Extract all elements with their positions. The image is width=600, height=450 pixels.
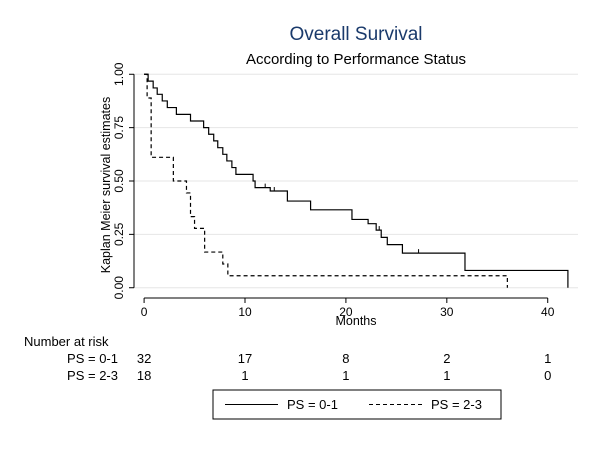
x-axis-label: Months — [336, 314, 377, 328]
x-tick-label-1: 10 — [238, 305, 252, 319]
risk-table: Number at risk PS = 0-1 PS = 2-3 32 17 8 2 1… — [24, 334, 551, 383]
risk-row-label-1: PS = 2-3 — [67, 368, 118, 383]
x-tick-label-2: 20 — [339, 305, 353, 319]
x-axis: 0 10 20 30 40 — [141, 297, 555, 319]
y-tick-label-3: 0.75 — [112, 116, 126, 140]
risk-count-row1-t3: 1 — [443, 368, 450, 383]
y-tick-label-0: 0.00 — [112, 276, 126, 300]
risk-count-row1-t0: 18 — [137, 368, 151, 383]
risk-count-row0-t3: 2 — [443, 351, 450, 366]
y-tick-label-4: 1.00 — [112, 62, 126, 86]
chart-subtitle: According to Performance Status — [246, 51, 466, 68]
x-tick-label-3: 30 — [440, 305, 454, 319]
x-tick-label-4: 40 — [541, 305, 555, 319]
risk-row-label-0: PS = 0-1 — [67, 351, 118, 366]
risk-count-row1-t1: 1 — [241, 368, 248, 383]
y-tick-label-2: 0.50 — [112, 169, 126, 193]
risk-count-row1-t2: 1 — [342, 368, 349, 383]
legend-label-ps-2-3: PS = 2-3 — [431, 397, 482, 412]
risk-count-row0-t2: 8 — [342, 351, 349, 366]
risk-count-row1-t4: 0 — [544, 368, 551, 383]
legend: PS = 0-1 PS = 2-3 — [212, 389, 502, 420]
risk-count-row0-t4: 1 — [544, 351, 551, 366]
survival-curve-series-1 — [144, 73, 508, 288]
legend-label-ps-0-1: PS = 0-1 — [287, 397, 338, 412]
risk-table-title: Number at risk — [24, 334, 109, 349]
y-axis-label: Kaplan Meier survival estimates — [99, 97, 113, 273]
risk-count-row0-t0: 32 — [137, 351, 151, 366]
y-axis: 0.00 0.25 0.50 0.75 1.00 — [112, 62, 135, 300]
x-tick-label-0: 0 — [141, 305, 148, 319]
risk-count-row0-t1: 17 — [238, 351, 252, 366]
chart-title: Overall Survival — [289, 24, 422, 45]
y-tick-label-1: 0.25 — [112, 222, 126, 246]
survival-curves — [144, 73, 569, 288]
